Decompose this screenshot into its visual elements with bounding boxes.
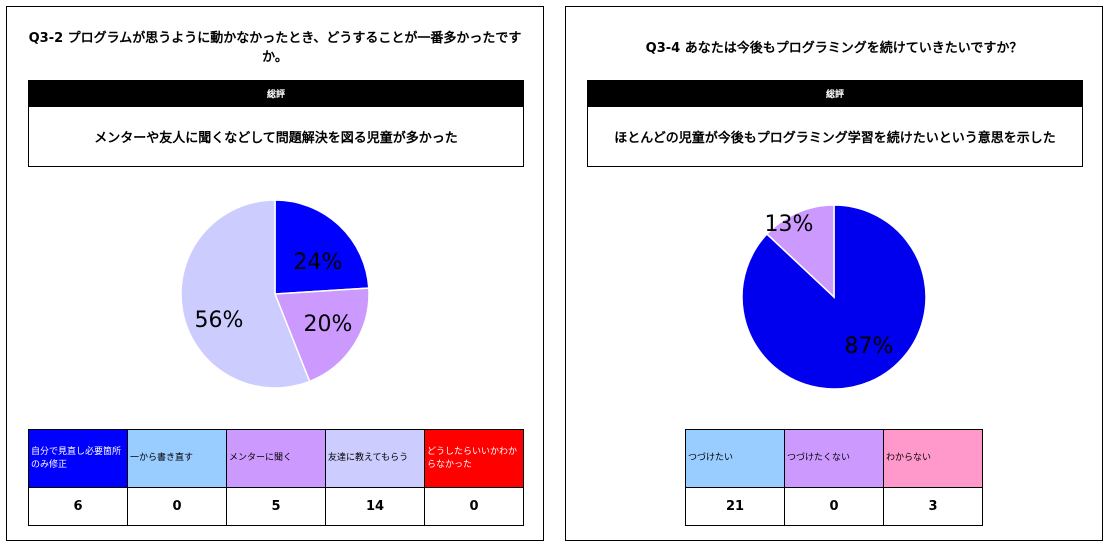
question-title: Q3-4 あなたは今後もプログラミングを続けていきたいですか？ (645, 41, 1023, 56)
slice-label: 24% (294, 250, 343, 275)
legend-label: 友達に教えてもらう (325, 429, 425, 488)
pie-slice (273, 287, 370, 383)
legend-label: メンターに聞く (226, 429, 326, 488)
legend-value: 5 (226, 487, 326, 526)
legend-table: つづけたい つづけたくない わからない 21 0 3 (685, 429, 983, 526)
pie-chart: 24% 20% 56% (180, 199, 370, 389)
legend-label: 自分で見直し必要箇所のみ修正 (28, 429, 128, 488)
legend-label: どうしたらいいかわからなかった (424, 429, 524, 488)
pie-chart: 87% 13% (741, 204, 927, 390)
legend-value: 21 (685, 487, 785, 526)
summary-header: 総評 (587, 80, 1083, 106)
legend-label: つづけたくない (784, 429, 884, 488)
legend-value: 3 (883, 487, 983, 526)
legend-label: わからない (883, 429, 983, 488)
panel-q3-4: Q3-4 あなたは今後もプログラミングを続けていきたいですか？ 総評 ほとんどの… (565, 6, 1103, 541)
legend-value: 6 (28, 487, 128, 526)
legend-table: 自分で見直し必要箇所のみ修正 一から書き直す メンターに聞く 友達に教えてもらう… (28, 429, 524, 526)
slice-label: 13% (765, 212, 814, 237)
question-title: Q3-2 プログラムが思うように動かなかったとき、どうすることが一番多かったです… (28, 31, 522, 65)
pie-slice (274, 199, 370, 295)
legend-value: 0 (424, 487, 524, 526)
legend-label: 一から書き直す (127, 429, 227, 488)
pie-slice (765, 204, 835, 299)
pie-slice (180, 199, 311, 389)
summary-text: メンターや友人に聞くなどして問題解決を図る児童が多かった (28, 106, 524, 167)
legend-value: 0 (127, 487, 227, 526)
legend-value: 0 (784, 487, 884, 526)
legend-value: 14 (325, 487, 425, 526)
summary-text: ほとんどの児童が今後もプログラミング学習を続けたいという意思を示した (587, 106, 1083, 167)
summary-header: 総評 (28, 80, 524, 106)
slice-label: 87% (845, 334, 894, 359)
legend-label: つづけたい (685, 429, 785, 488)
panel-q3-2: Q3-2 プログラムが思うように動かなかったとき、どうすることが一番多かったです… (6, 6, 544, 541)
slice-label: 56% (195, 308, 244, 333)
slice-label: 20% (304, 312, 353, 337)
